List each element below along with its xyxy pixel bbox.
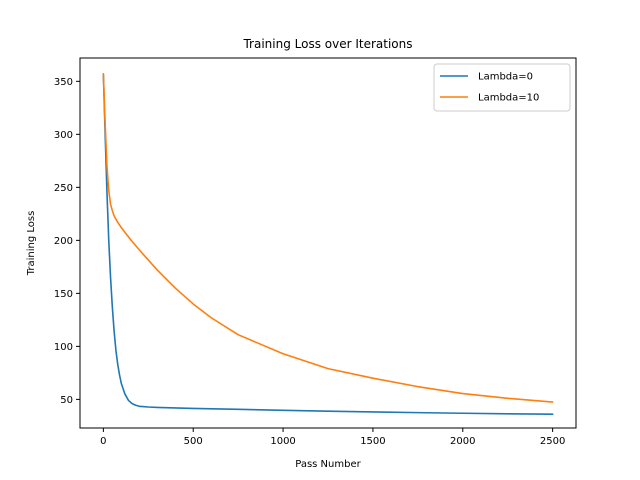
series-layer (102, 73, 554, 416)
plot-area (79, 57, 577, 429)
legend-items: Lambda=0 Lambda=10 (440, 72, 539, 104)
x-tick-label: 2500 (540, 436, 565, 447)
x-tick-label: 0 (100, 436, 106, 447)
x-tick-label: 2000 (450, 436, 475, 447)
series-line-2 (102, 73, 554, 403)
y-tick-label: 350 (54, 77, 73, 88)
plot-frame (79, 57, 577, 429)
legend: Lambda=0 Lambda=10 (433, 63, 571, 112)
y-tick-label: 100 (54, 342, 73, 353)
y-tick-label: 150 (54, 289, 73, 300)
y-axis: 50 100 150 200 250 300 350 (54, 77, 80, 406)
legend-label-2: Lambda=10 (478, 93, 539, 104)
x-axis: 0 500 1000 1500 2000 2500 (100, 428, 565, 447)
y-tick-label: 250 (54, 183, 73, 194)
y-tick-label: 300 (54, 130, 73, 141)
y-axis-label: Training Loss (26, 211, 37, 277)
y-tick-label: 50 (60, 395, 73, 406)
chart-title: Training Loss over Iterations (242, 37, 412, 51)
x-tick-label: 1500 (360, 436, 385, 447)
series-line-1 (102, 73, 554, 416)
x-axis-label: Pass Number (295, 459, 361, 470)
legend-label-1: Lambda=0 (478, 72, 533, 83)
x-tick-label: 500 (184, 436, 203, 447)
y-tick-label: 200 (54, 236, 73, 247)
x-tick-label: 1000 (270, 436, 295, 447)
